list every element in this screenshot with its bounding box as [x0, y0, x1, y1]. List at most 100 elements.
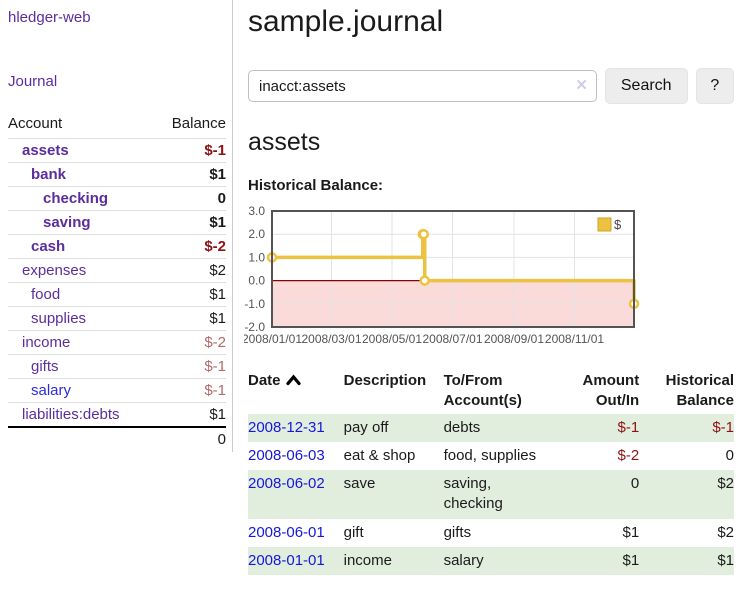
- column-header-description: Description: [343, 372, 427, 389]
- accounts-total-balance: 0: [154, 426, 226, 451]
- account-link-saving[interactable]: saving: [43, 214, 91, 231]
- accounts-header-balance: Balance: [171, 115, 226, 132]
- account-balance: $2: [154, 258, 226, 283]
- column-header-accounts: To/From Account(s): [443, 372, 522, 410]
- transaction-balance: $1: [717, 551, 734, 569]
- account-link-liabilities-debts[interactable]: liabilities:debts: [22, 406, 120, 423]
- transaction-accounts: debts: [443, 418, 481, 436]
- transaction-description: save: [343, 475, 376, 492]
- search-input[interactable]: [248, 70, 597, 102]
- search-form: ✕ Search ?: [248, 68, 734, 104]
- transaction-accounts: salary: [443, 551, 484, 569]
- sidebar: hledger-web Journal Account Balance asse…: [0, 0, 233, 452]
- svg-text:0.0: 0.0: [248, 274, 265, 288]
- sidebar-item-journal[interactable]: Journal: [8, 73, 58, 90]
- transaction-accounts: saving, checking: [443, 475, 503, 513]
- account-balance: 0: [154, 186, 226, 211]
- account-balance: $1: [154, 282, 226, 307]
- help-button[interactable]: ?: [695, 68, 734, 104]
- svg-text:-2.0: -2.0: [244, 320, 265, 334]
- transaction-row: 2008-12-31 pay off debts $-1 $-1: [248, 413, 734, 442]
- account-row-cash: cash $-2: [8, 234, 226, 259]
- sort-ascending-icon: [285, 374, 301, 386]
- account-row-salary: salary $-1: [8, 378, 226, 403]
- svg-text:2008/09/01: 2008/09/01: [484, 332, 544, 346]
- account-link-income[interactable]: income: [22, 334, 71, 351]
- transaction-row: 2008-06-03 eat & shop food, supplies $-2…: [248, 442, 734, 470]
- svg-text:2008/11/01: 2008/11/01: [545, 332, 604, 346]
- account-balance: $1: [154, 210, 226, 235]
- transaction-row: 2008-06-02 save saving, checking 0 $2: [248, 470, 734, 519]
- account-balance: $1: [154, 162, 226, 187]
- account-balance: $-2: [154, 234, 226, 259]
- svg-text:2008/01/01: 2008/01/01: [244, 332, 302, 346]
- account-link-expenses[interactable]: expenses: [22, 262, 87, 279]
- svg-text:1.0: 1.0: [248, 250, 265, 264]
- accounts-total-row: 0: [8, 426, 226, 451]
- account-balance: $1: [154, 402, 226, 427]
- column-header-date[interactable]: Date: [248, 369, 344, 414]
- svg-text:2008/07/01: 2008/07/01: [422, 332, 482, 346]
- svg-text:2008/05/01: 2008/05/01: [362, 332, 422, 346]
- account-balance: $-2: [154, 330, 226, 355]
- account-balance: $-1: [154, 354, 226, 379]
- svg-text:-1.0: -1.0: [244, 297, 265, 311]
- clear-search-icon[interactable]: ✕: [575, 77, 588, 94]
- transaction-balance: $2: [717, 523, 734, 541]
- transaction-description: gift: [343, 523, 364, 541]
- page-title: sample.journal: [248, 5, 444, 38]
- transactions-header-row: Date Description To/From Account(s) Amou…: [248, 369, 734, 414]
- account-link-supplies[interactable]: supplies: [31, 310, 87, 327]
- main-content: sample.journal ✕ Search ? assets Histori…: [233, 0, 742, 595]
- transaction-description: income: [343, 551, 392, 569]
- accounts-header-row: Account Balance: [8, 113, 226, 139]
- account-link-food[interactable]: food: [31, 286, 61, 303]
- accounts-header-account: Account: [8, 115, 63, 132]
- account-heading: assets: [248, 128, 321, 156]
- search-box: ✕: [248, 70, 597, 102]
- svg-text:3.0: 3.0: [248, 204, 265, 218]
- transaction-balance: $-1: [712, 418, 734, 436]
- transaction-amount: 0: [630, 475, 640, 492]
- search-button[interactable]: Search: [604, 68, 688, 104]
- account-row-checking: checking 0: [8, 186, 226, 211]
- column-header-amount: Amount Out/In: [582, 372, 640, 410]
- transaction-row: 2008-06-01 gift gifts $1 $2: [248, 519, 734, 547]
- svg-text:2.0: 2.0: [248, 227, 265, 241]
- account-link-checking[interactable]: checking: [43, 190, 109, 207]
- transaction-date-link[interactable]: 2008-06-02: [248, 475, 325, 492]
- chart-title: Historical Balance:: [248, 177, 384, 194]
- account-row-assets: assets $-1: [8, 138, 226, 163]
- transaction-accounts: gifts: [443, 523, 472, 541]
- accounts-table: Account Balance assets $-1 bank $1 check…: [8, 113, 226, 451]
- svg-text:2008/03/01: 2008/03/01: [301, 332, 361, 346]
- transaction-amount: $-1: [617, 418, 640, 436]
- account-link-salary[interactable]: salary: [31, 382, 72, 399]
- transaction-date-link[interactable]: 2008-01-01: [248, 551, 325, 569]
- account-row-bank: bank $1: [8, 162, 226, 187]
- app-title-link[interactable]: hledger-web: [8, 9, 91, 26]
- svg-text:$: $: [614, 217, 622, 232]
- account-link-gifts[interactable]: gifts: [31, 358, 59, 375]
- transaction-date-link[interactable]: 2008-06-03: [248, 446, 325, 464]
- transaction-amount: $1: [622, 523, 640, 541]
- transaction-row: 2008-01-01 income salary $1 $1: [248, 546, 734, 575]
- account-link-cash[interactable]: cash: [31, 238, 66, 255]
- transaction-date-link[interactable]: 2008-06-01: [248, 523, 325, 541]
- account-row-supplies: supplies $1: [8, 306, 226, 331]
- transaction-description: eat & shop: [343, 446, 416, 464]
- transactions-table: Date Description To/From Account(s) Amou…: [248, 369, 734, 575]
- account-row-food: food $1: [8, 282, 226, 307]
- account-row-expenses: expenses $2: [8, 258, 226, 283]
- account-link-bank[interactable]: bank: [31, 166, 67, 183]
- transaction-date-link[interactable]: 2008-12-31: [248, 418, 325, 436]
- account-row-income: income $-2: [8, 330, 226, 355]
- account-row-gifts: gifts $-1: [8, 354, 226, 379]
- transaction-balance: $2: [717, 475, 734, 492]
- account-row-saving: saving $1: [8, 210, 226, 235]
- account-row-liabilities-debts: liabilities:debts $1: [8, 402, 226, 427]
- account-link-assets[interactable]: assets: [22, 142, 69, 159]
- column-header-balance: Historical Balance: [665, 372, 734, 410]
